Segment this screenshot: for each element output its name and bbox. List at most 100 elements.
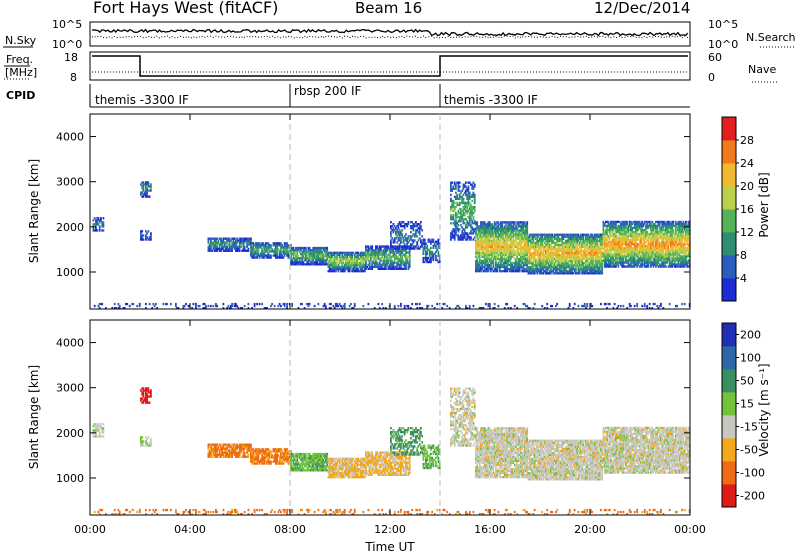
data-cell	[497, 229, 500, 232]
data-cell	[630, 249, 632, 252]
data-cell	[603, 237, 606, 240]
data-cell	[401, 255, 404, 258]
data-cell	[667, 247, 670, 250]
data-cell	[536, 251, 539, 255]
data-cell	[391, 245, 394, 248]
data-cell	[498, 245, 501, 248]
data-cell	[580, 251, 582, 255]
data-cell	[486, 241, 489, 244]
data-cell	[562, 249, 565, 253]
data-cell	[476, 237, 479, 240]
data-cell	[591, 262, 594, 265]
data-cell	[617, 239, 620, 242]
data-cell	[663, 222, 666, 226]
data-cell	[667, 251, 670, 254]
data-cell	[348, 251, 351, 254]
data-cell	[601, 266, 604, 269]
data-cell	[316, 255, 319, 258]
data-cell	[451, 207, 454, 211]
data-cell	[515, 253, 517, 256]
data-cell	[235, 239, 237, 242]
data-cell	[462, 201, 465, 205]
data-cell	[521, 229, 524, 232]
data-cell	[645, 259, 647, 262]
data-cell	[472, 181, 475, 184]
data-cell	[645, 257, 647, 260]
data-cell	[592, 270, 595, 273]
data-cell	[635, 226, 637, 230]
data-cell	[97, 219, 100, 222]
data-cell	[615, 251, 617, 254]
data-cell	[313, 257, 316, 260]
data-cell	[616, 251, 619, 254]
data-cell	[580, 245, 582, 249]
data-cell	[563, 268, 566, 271]
data-cell	[502, 265, 505, 269]
data-cell	[491, 245, 494, 248]
data-cell	[643, 263, 646, 266]
data-cell	[656, 253, 659, 256]
data-cell	[562, 262, 565, 265]
data-cell	[368, 263, 371, 266]
data-cell	[478, 257, 481, 261]
data-cell	[492, 261, 495, 265]
data-cell	[570, 251, 572, 255]
data-cell	[397, 233, 400, 236]
data-cell	[617, 243, 620, 246]
data-cell	[608, 228, 611, 232]
data-cell	[653, 222, 656, 226]
data-cell	[388, 265, 391, 268]
data-cell	[475, 243, 477, 246]
data-cell	[661, 251, 664, 254]
data-cell	[641, 222, 644, 226]
data-cell	[400, 233, 402, 236]
data-cell	[456, 201, 459, 205]
data-cell	[505, 261, 507, 265]
data-cell	[516, 255, 519, 258]
data-cell	[378, 265, 381, 268]
data-cell	[592, 268, 595, 271]
data-cell	[600, 235, 602, 238]
data-cell	[252, 246, 255, 249]
data-cell	[367, 251, 370, 254]
data-cell	[543, 235, 546, 238]
data-cell	[606, 263, 609, 266]
data-cell	[435, 246, 437, 249]
data-cell	[438, 242, 441, 245]
data-cell	[580, 268, 582, 271]
data-cell	[620, 232, 622, 236]
data-cell	[490, 265, 492, 269]
data-cell	[585, 245, 587, 249]
data-cell	[296, 251, 299, 254]
data-cell	[633, 239, 636, 242]
data-cell	[275, 248, 277, 251]
data-cell	[582, 270, 585, 273]
data-cell	[515, 261, 517, 265]
data-cell	[630, 259, 632, 262]
data-cell	[477, 249, 480, 252]
data-cell	[590, 260, 592, 263]
data-cell	[450, 222, 452, 225]
data-cell	[602, 235, 605, 238]
data-cell	[668, 253, 671, 256]
data-cell	[607, 222, 610, 226]
data-cell	[338, 255, 341, 258]
data-cell	[393, 261, 396, 264]
data-cell	[662, 220, 665, 224]
data-cell	[360, 263, 362, 267]
data-cell	[486, 229, 489, 232]
data-cell	[600, 237, 602, 240]
data-cell	[600, 241, 602, 244]
data-cell	[626, 253, 629, 256]
data-cell	[373, 257, 376, 260]
data-cell	[587, 247, 590, 251]
data-cell	[331, 270, 334, 273]
data-cell	[496, 249, 499, 252]
data-cell	[473, 228, 476, 231]
data-cell	[335, 267, 337, 271]
data-cell	[478, 261, 481, 265]
data-cell	[647, 237, 650, 240]
data-cell	[617, 251, 620, 254]
data-cell	[312, 259, 315, 262]
data-cell	[650, 255, 652, 258]
